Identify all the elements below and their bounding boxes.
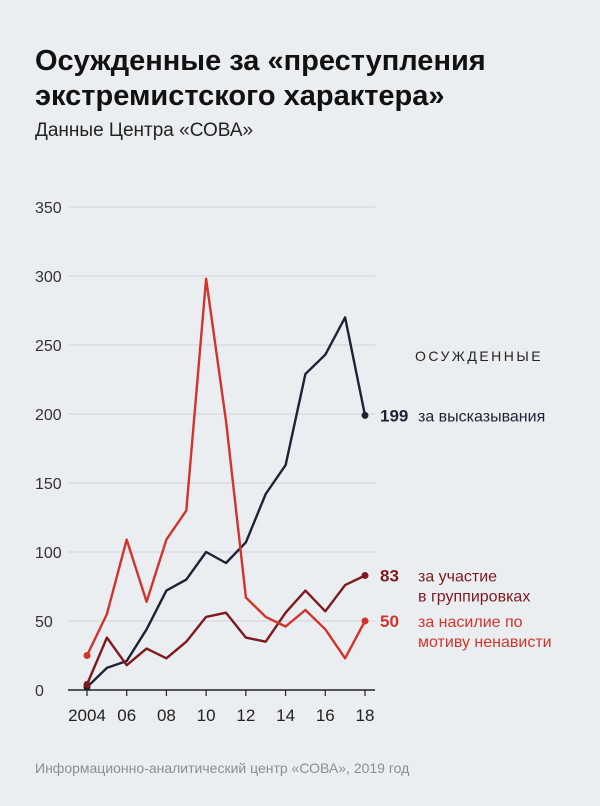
x-tick-label: 14 xyxy=(276,706,295,725)
series-end-dot-groups xyxy=(361,571,369,579)
x-tick-label: 16 xyxy=(316,706,335,725)
series-line-violence xyxy=(85,277,367,660)
chart-title: Осужденные за «преступления экстремистск… xyxy=(35,45,486,112)
end-label-line: мотиву ненависти xyxy=(418,634,552,651)
x-tick-label: 2004 xyxy=(68,706,106,725)
series-end-dot-violence xyxy=(361,617,369,625)
end-value-groups: 83 xyxy=(380,566,399,585)
end-value-violence: 50 xyxy=(380,612,399,631)
end-label-violence: за насилие по мотиву ненависти xyxy=(418,614,552,651)
series-start-dot-violence xyxy=(83,652,91,659)
x-tick-label: 18 xyxy=(356,706,375,725)
y-tick-label: 250 xyxy=(35,338,62,355)
legend-header: ОСУЖДЕННЫЕ xyxy=(415,348,543,364)
x-tick-label: 12 xyxy=(236,706,255,725)
series-line-speech xyxy=(85,316,367,689)
end-label-speech: за высказывания xyxy=(418,408,545,425)
x-tick-label: 08 xyxy=(157,706,176,725)
chart-subtitle: Данные Центра «СОВА» xyxy=(35,120,254,141)
y-tick-label: 350 xyxy=(35,200,62,217)
y-tick-label: 300 xyxy=(35,269,62,286)
y-tick-label: 50 xyxy=(35,614,53,631)
end-label-line: в группировках xyxy=(418,588,530,605)
y-tick-label: 100 xyxy=(35,545,62,562)
series-start-dot-groups xyxy=(83,680,91,688)
series-lines xyxy=(83,277,369,691)
end-label-groups: за участие в группировках xyxy=(418,568,530,605)
legend: ОСУЖДЕННЫЕ 199 за высказывания 83 за участие… xyxy=(380,348,552,651)
axis-layer: 0 50 100 150 200 250 300 350 2004 06 08 10 12 14 16 18 xyxy=(35,200,375,725)
series-end-dot-speech xyxy=(361,411,369,419)
end-label-line: за высказывания xyxy=(418,408,545,425)
end-value-speech: 199 xyxy=(380,406,408,425)
y-tick-label: 0 xyxy=(35,683,44,700)
y-tick-label: 150 xyxy=(35,476,62,493)
end-label-line: за участие xyxy=(418,568,497,585)
y-tick-label: 200 xyxy=(35,407,62,424)
x-tick-label: 06 xyxy=(117,706,136,725)
end-label-line: за насилие по xyxy=(418,614,523,631)
source-note: Информационно-аналитический центр «СОВА»… xyxy=(35,760,410,776)
grid-layer xyxy=(68,206,375,622)
series-line-groups xyxy=(85,574,367,686)
x-tick-label: 10 xyxy=(197,706,216,725)
